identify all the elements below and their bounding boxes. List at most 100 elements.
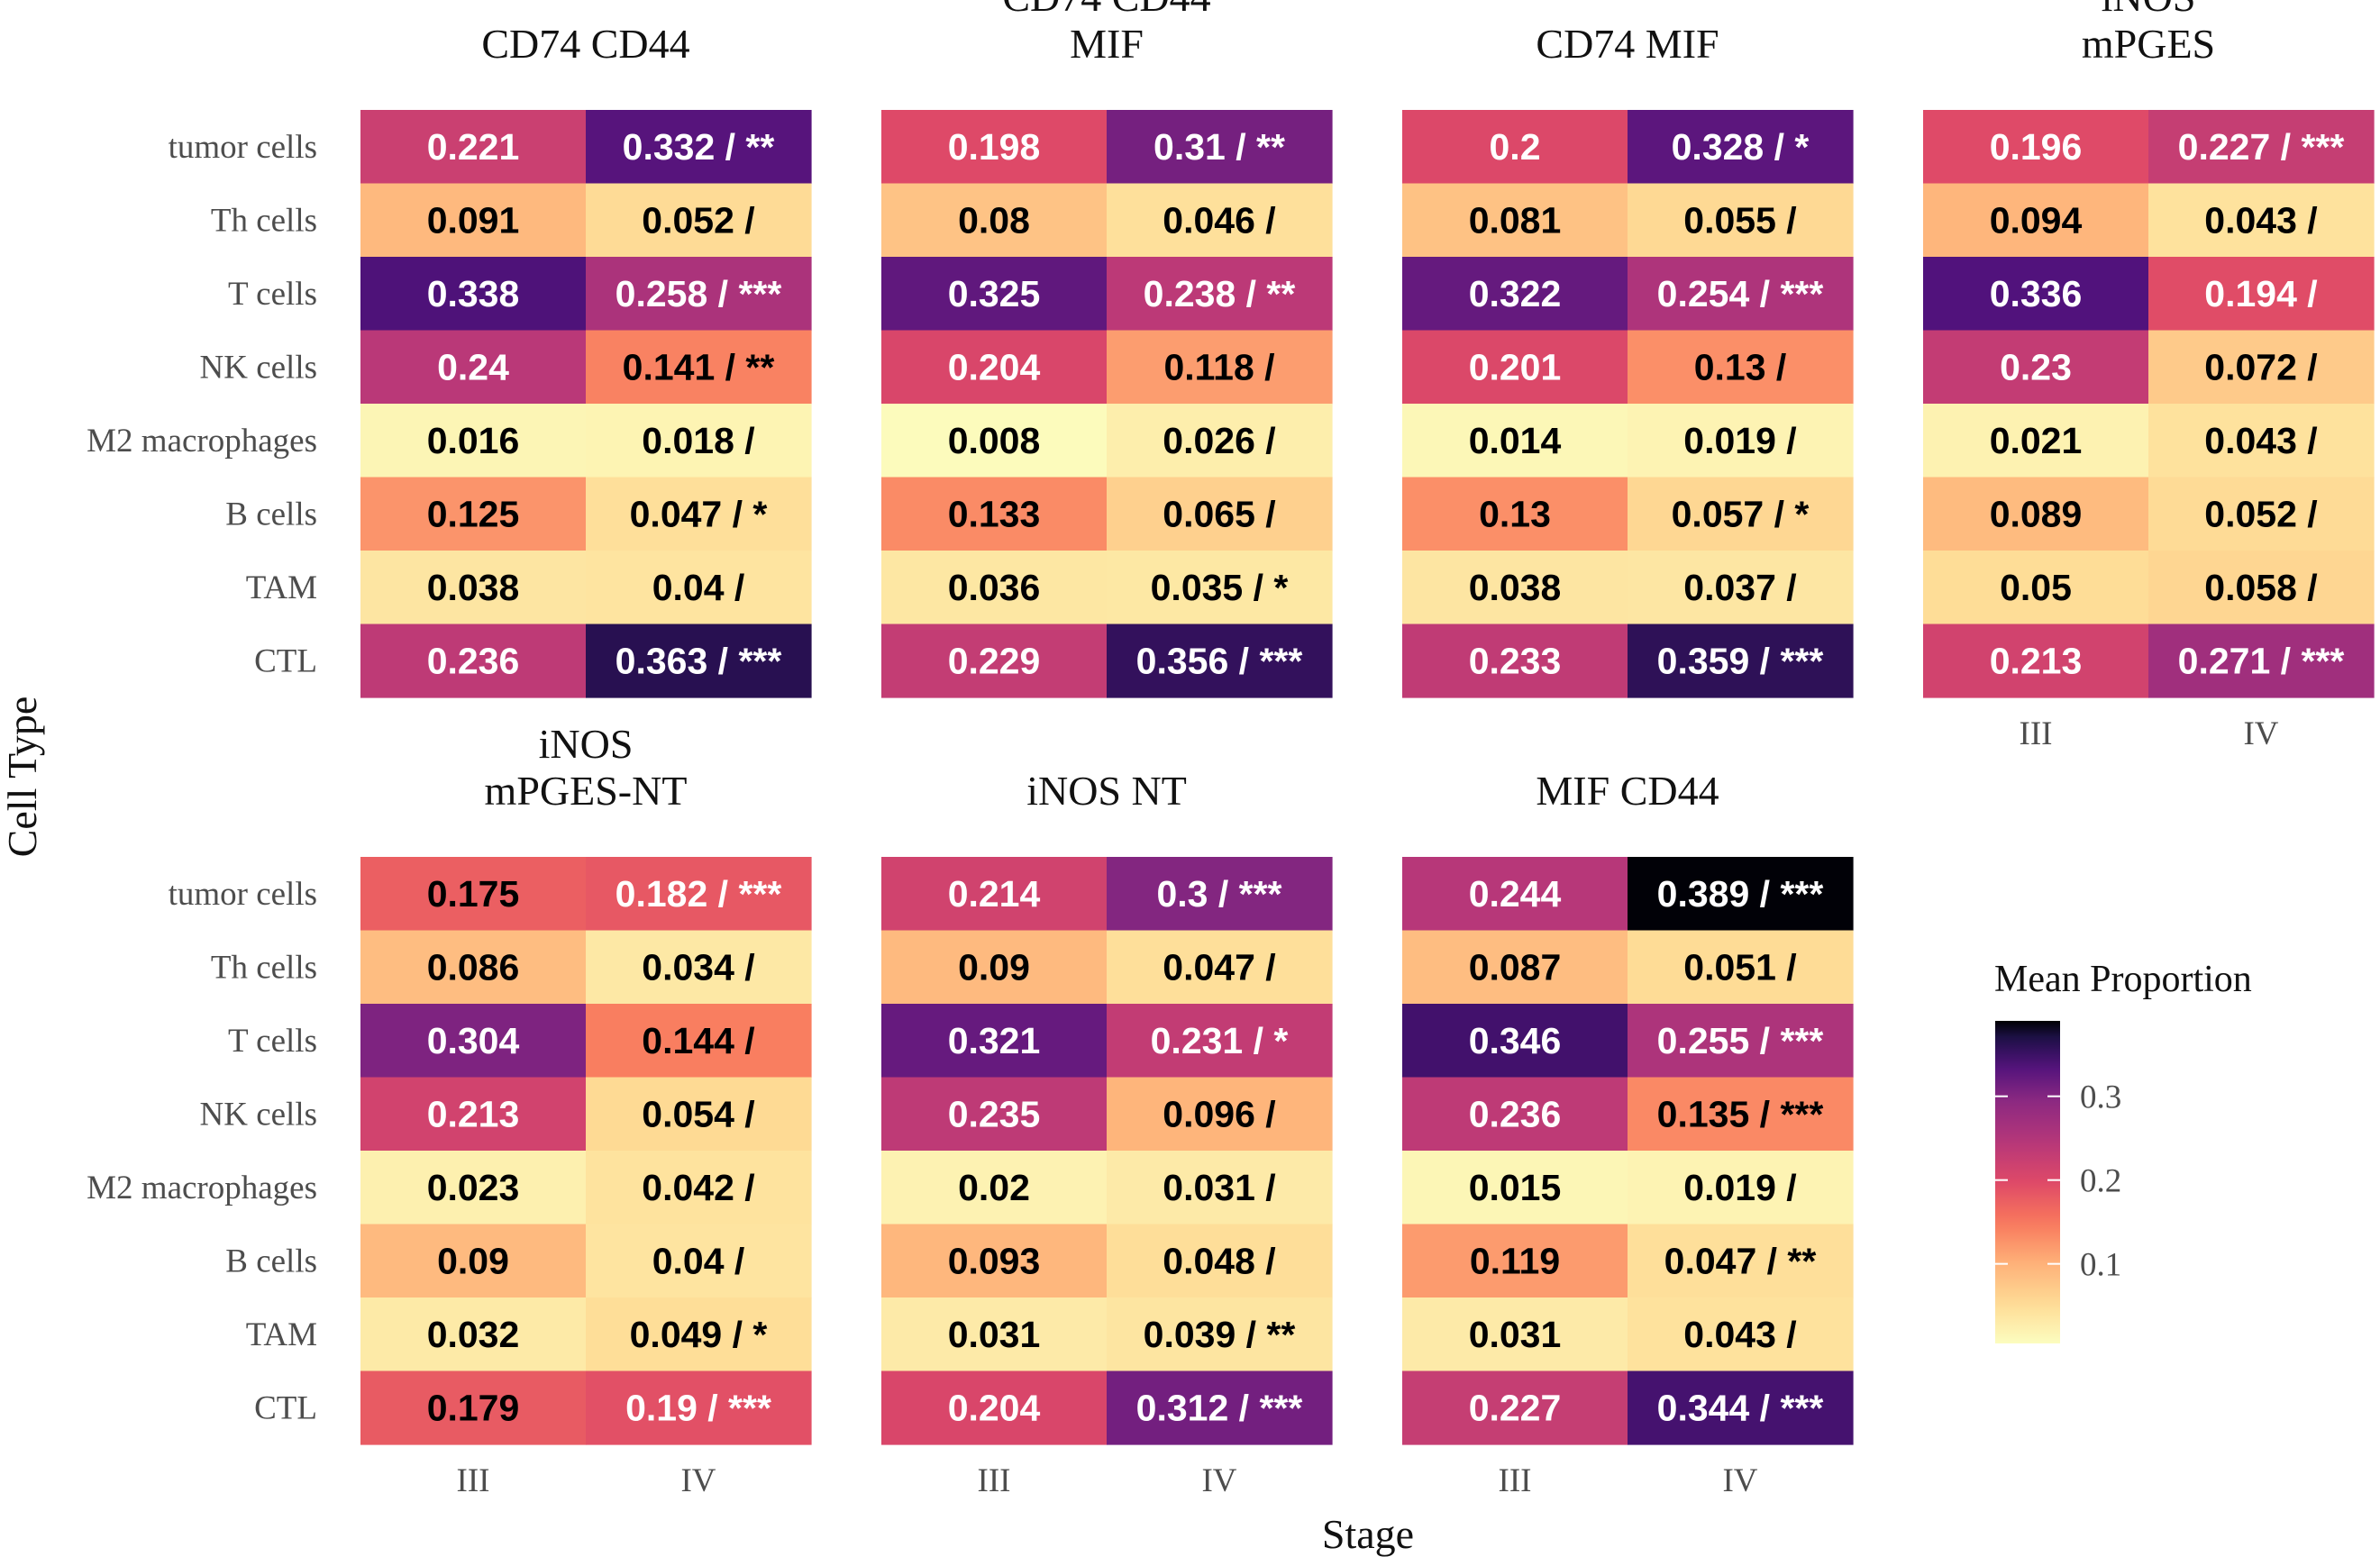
heatmap-cell	[881, 477, 1108, 551]
cell-label: 0.072 /	[2204, 346, 2317, 387]
cell-label: 0.119	[1470, 1240, 1560, 1281]
heatmap-cell	[1107, 1224, 1333, 1298]
row-label: NK cells	[200, 1096, 318, 1133]
heatmap-cell	[881, 1298, 1108, 1372]
heatmap-cell	[1402, 1077, 1628, 1152]
cell-label: 0.047 / *	[630, 493, 768, 534]
panel-title: iNOS NT	[1026, 768, 1187, 814]
heatmap-cell	[1628, 551, 1854, 625]
heatmap-cell	[881, 1370, 1108, 1445]
cell-label: 0.194 /	[2204, 273, 2317, 314]
legend-tick-label: 0.3	[2080, 1079, 2121, 1116]
column-label: IV	[680, 1462, 716, 1499]
heatmap-cell	[2148, 477, 2375, 551]
heatmap-cell	[881, 330, 1108, 405]
heatmap-cell	[1628, 330, 1854, 405]
cell-label: 0.118 /	[1163, 346, 1274, 387]
column-label: III	[457, 1462, 490, 1499]
cell-label: 0.04 /	[652, 567, 745, 608]
heatmap-cell	[1107, 1151, 1333, 1225]
cell-label: 0.336	[1990, 273, 2083, 314]
cell-label: 0.09	[958, 946, 1030, 988]
panel-2: CD74 CD44MIF 0.198 0.31 / ** 0.08 0.046 / 0.3…	[881, 0, 1333, 698]
cell-label: 0.05	[2000, 567, 2072, 608]
heatmap-cell	[1402, 1298, 1628, 1372]
cell-label: 0.047 /	[1163, 946, 1275, 988]
cell-label: 0.052 /	[2204, 493, 2317, 534]
cell-label: 0.043 /	[2204, 420, 2317, 461]
cell-label: 0.048 /	[1163, 1240, 1275, 1281]
heatmap-cell	[1107, 930, 1333, 1005]
cell-label: 0.09	[437, 1240, 509, 1281]
cell-label: 0.014	[1469, 420, 1562, 461]
cell-label: 0.065 /	[1163, 493, 1275, 534]
cell-label: 0.23	[2000, 346, 2072, 387]
cell-label: 0.321	[948, 1020, 1041, 1061]
heatmap-cell	[586, 1004, 812, 1079]
heatmap-cell	[1107, 257, 1333, 332]
cell-label: 0.175	[427, 873, 520, 915]
heatmap-cell	[1628, 1077, 1854, 1152]
heatmap-cell	[1628, 624, 1854, 698]
heatmap-cell	[881, 183, 1108, 258]
cell-label: 0.043 /	[2204, 199, 2317, 241]
cell-label: 0.02	[958, 1167, 1030, 1208]
cell-label: 0.036	[948, 567, 1041, 608]
cell-label: 0.204	[948, 346, 1041, 387]
heatmap-cell	[1402, 1151, 1628, 1225]
cell-label: 0.31 / **	[1154, 126, 1285, 168]
row-label: T cells	[228, 276, 317, 313]
heatmap-cell	[1402, 1004, 1628, 1079]
cell-label: 0.054 /	[642, 1093, 754, 1134]
cell-label: 0.201	[1469, 346, 1562, 387]
heatmap-cell	[360, 477, 587, 551]
column-label: III	[2020, 715, 2053, 752]
panel-title: CD74 CD44	[481, 21, 689, 67]
cell-label: 0.034 /	[642, 946, 754, 988]
heatmap-cell	[1107, 404, 1333, 478]
heatmap-cell	[360, 1151, 587, 1225]
heatmap-cell	[2148, 624, 2375, 698]
column-label: IV	[2243, 715, 2278, 752]
heatmap-cell	[2148, 404, 2375, 478]
heatmap-cell	[586, 1077, 812, 1152]
heatmap-cell	[881, 404, 1108, 478]
cell-label: 0.055 /	[1683, 199, 1796, 241]
cell-label: 0.227 / ***	[2178, 126, 2345, 168]
row-label: Th cells	[211, 202, 317, 239]
column-label: IV	[1722, 1462, 1757, 1499]
cell-label: 0.325	[948, 273, 1041, 314]
column-label: III	[1499, 1462, 1532, 1499]
cell-label: 0.233	[1469, 640, 1562, 681]
cell-label: 0.359 / ***	[1657, 640, 1824, 681]
heatmap-cell	[1402, 183, 1628, 258]
heatmap-cell	[586, 857, 812, 932]
heatmap-cell	[1628, 110, 1854, 185]
heatmap-cell	[360, 1370, 587, 1445]
heatmap-cell	[1107, 1004, 1333, 1079]
cell-label: 0.031	[948, 1314, 1041, 1355]
cell-label: 0.213	[1990, 640, 2083, 681]
cell-label: 0.032	[427, 1314, 520, 1355]
heatmap-cell	[586, 330, 812, 405]
heatmap-cell	[1107, 183, 1333, 258]
heatmap-cell	[2148, 110, 2375, 185]
legend-colorbar	[1995, 1021, 2060, 1343]
column-label: IV	[1201, 1462, 1236, 1499]
heatmap-cell	[586, 930, 812, 1005]
cell-label: 0.13	[1479, 493, 1551, 534]
heatmap-cell	[360, 930, 587, 1005]
row-label: tumor cells	[169, 129, 317, 166]
heatmap-cell	[1402, 551, 1628, 625]
panel-title: iNOS	[539, 721, 634, 767]
cell-label: 0.344 / ***	[1657, 1387, 1824, 1428]
heatmap-cell	[881, 1077, 1108, 1152]
heatmap-cell	[360, 183, 587, 258]
heatmap-cell	[360, 404, 587, 478]
row-label: CTL	[254, 642, 317, 679]
cell-label: 0.356 / ***	[1136, 640, 1303, 681]
row-label: M2 macrophages	[87, 423, 317, 460]
heatmap-cell	[586, 624, 812, 698]
